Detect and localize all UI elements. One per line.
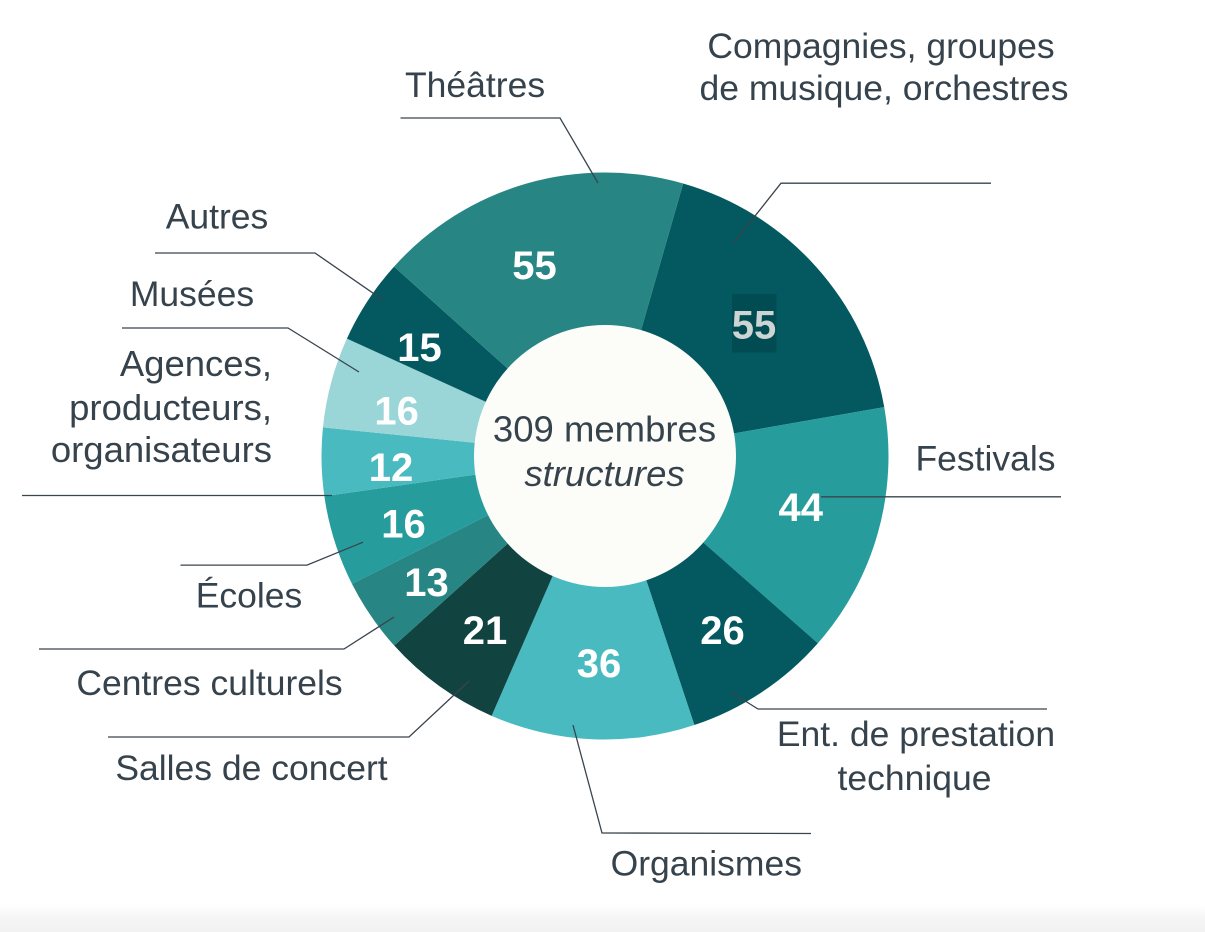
svg-text:55: 55 [512,244,557,288]
svg-text:26: 26 [700,609,745,653]
svg-text:Autres: Autres [166,196,269,236]
svg-text:Agences,: Agences, [120,343,272,384]
svg-text:36: 36 [577,642,622,686]
svg-text:Musées: Musées [130,274,254,314]
svg-text:21: 21 [463,609,508,653]
svg-text:13: 13 [404,561,449,605]
svg-text:structures: structures [524,453,684,494]
svg-text:de musique, orchestres: de musique, orchestres [700,68,1069,108]
svg-text:organisateurs: organisateurs [51,429,272,470]
svg-text:Écoles: Écoles [196,575,303,615]
svg-text:Théâtres: Théâtres [405,65,545,105]
svg-text:55: 55 [732,304,777,348]
svg-text:16: 16 [381,503,426,547]
svg-text:16: 16 [374,389,419,433]
svg-text:Festivals: Festivals [915,438,1055,478]
svg-text:technique: technique [838,758,992,798]
svg-text:44: 44 [779,486,824,530]
svg-text:Ent. de prestation: Ent. de prestation [777,714,1055,754]
svg-text:Organismes: Organismes [611,844,802,884]
svg-text:12: 12 [369,446,414,490]
svg-text:producteurs,: producteurs, [69,387,272,428]
svg-text:15: 15 [397,326,442,370]
svg-text:Salles de concert: Salles de concert [115,748,387,788]
svg-text:309 membres: 309 membres [493,409,716,450]
svg-text:Compagnies, groupes: Compagnies, groupes [707,26,1054,66]
svg-text:Centres culturels: Centres culturels [76,663,342,703]
